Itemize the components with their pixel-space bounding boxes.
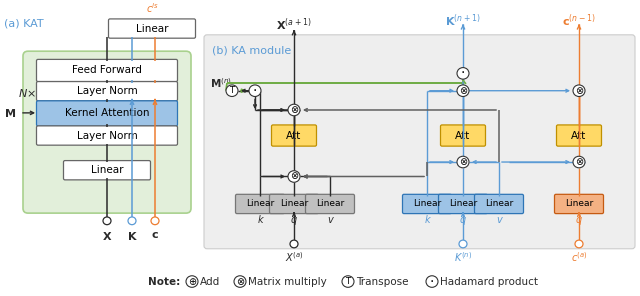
Text: Note:: Note:: [148, 276, 180, 287]
Text: $X^{(a)}$: $X^{(a)}$: [285, 250, 303, 263]
Circle shape: [459, 240, 467, 248]
Text: ⊗: ⊗: [290, 171, 298, 181]
Text: q: q: [291, 215, 297, 225]
Text: T: T: [346, 277, 351, 286]
Text: Linear: Linear: [413, 200, 441, 208]
FancyBboxPatch shape: [109, 19, 195, 38]
Circle shape: [573, 85, 585, 96]
FancyBboxPatch shape: [438, 194, 488, 214]
Text: Linear: Linear: [565, 200, 593, 208]
FancyBboxPatch shape: [36, 82, 177, 101]
Circle shape: [457, 67, 469, 79]
Text: $c^{(a)}$: $c^{(a)}$: [571, 250, 588, 263]
Text: Linear: Linear: [91, 165, 124, 175]
FancyBboxPatch shape: [236, 194, 285, 214]
Text: Att: Att: [286, 131, 301, 141]
Text: Linear: Linear: [485, 200, 513, 208]
Text: $\mathbf{X}^{(a+1)}$: $\mathbf{X}^{(a+1)}$: [276, 16, 312, 33]
Text: Linear: Linear: [280, 200, 308, 208]
Text: Layer Norm: Layer Norm: [77, 131, 138, 141]
Text: Linear: Linear: [449, 200, 477, 208]
Text: k: k: [257, 215, 263, 225]
Text: $c^{ls}$: $c^{ls}$: [147, 1, 159, 15]
Text: ·: ·: [461, 66, 465, 81]
FancyBboxPatch shape: [474, 194, 524, 214]
Text: k: k: [424, 215, 430, 225]
FancyBboxPatch shape: [63, 161, 150, 180]
Text: Linear: Linear: [136, 24, 168, 33]
Text: $N\!\times$: $N\!\times$: [18, 87, 36, 99]
Circle shape: [288, 104, 300, 116]
Text: ⊗: ⊗: [575, 157, 583, 167]
Text: T: T: [230, 86, 234, 95]
FancyBboxPatch shape: [554, 194, 604, 214]
Text: ·: ·: [430, 275, 434, 289]
Text: $K^{(n)}$: $K^{(n)}$: [454, 250, 472, 263]
Circle shape: [288, 171, 300, 182]
Text: $\mathbf{X}$: $\mathbf{X}$: [102, 231, 112, 242]
Circle shape: [226, 85, 238, 96]
Text: Att: Att: [456, 131, 470, 141]
Text: Layer Norm: Layer Norm: [77, 86, 138, 96]
Text: $\mathbf{c}$: $\mathbf{c}$: [151, 231, 159, 240]
FancyBboxPatch shape: [36, 59, 177, 82]
Text: Linear: Linear: [316, 200, 344, 208]
FancyBboxPatch shape: [36, 101, 177, 126]
Circle shape: [186, 276, 198, 287]
Text: ⊗: ⊗: [290, 105, 298, 115]
Circle shape: [249, 85, 261, 96]
Text: v: v: [496, 215, 502, 225]
FancyBboxPatch shape: [440, 125, 486, 146]
Text: ·: ·: [253, 84, 257, 98]
Text: $\mathbf{K}^{(n+1)}$: $\mathbf{K}^{(n+1)}$: [445, 12, 481, 29]
FancyBboxPatch shape: [23, 51, 191, 213]
Circle shape: [234, 276, 246, 287]
Text: Add: Add: [200, 276, 220, 287]
Circle shape: [128, 217, 136, 225]
Text: Att: Att: [572, 131, 587, 141]
Text: $\mathbf{M}^{(n)}$: $\mathbf{M}^{(n)}$: [210, 76, 232, 90]
Text: ⊗: ⊗: [236, 276, 244, 287]
Circle shape: [342, 276, 354, 287]
Circle shape: [573, 156, 585, 168]
Circle shape: [103, 217, 111, 225]
Circle shape: [426, 276, 438, 287]
Text: $\mathbf{M}$: $\mathbf{M}$: [4, 107, 16, 119]
Text: (a) KAT: (a) KAT: [4, 18, 44, 28]
Text: q: q: [460, 215, 466, 225]
Circle shape: [290, 240, 298, 248]
FancyBboxPatch shape: [269, 194, 319, 214]
Text: $\mathbf{K}$: $\mathbf{K}$: [127, 231, 138, 242]
Text: Kernel Attention: Kernel Attention: [65, 108, 149, 118]
Text: ⊕: ⊕: [188, 276, 196, 287]
Circle shape: [457, 85, 469, 96]
Circle shape: [457, 156, 469, 168]
FancyBboxPatch shape: [305, 194, 355, 214]
Text: v: v: [327, 215, 333, 225]
FancyBboxPatch shape: [271, 125, 317, 146]
Circle shape: [151, 217, 159, 225]
FancyBboxPatch shape: [557, 125, 602, 146]
FancyBboxPatch shape: [403, 194, 451, 214]
Text: Feed Forward: Feed Forward: [72, 65, 142, 75]
Text: Hadamard product: Hadamard product: [440, 276, 538, 287]
Text: Transpose: Transpose: [356, 276, 408, 287]
Text: (b) KA module: (b) KA module: [212, 45, 291, 55]
Text: Matrix multiply: Matrix multiply: [248, 276, 327, 287]
Text: ⊗: ⊗: [459, 157, 467, 167]
Circle shape: [575, 240, 583, 248]
Text: Linear: Linear: [246, 200, 274, 208]
Text: ⊗: ⊗: [459, 86, 467, 96]
Text: q: q: [576, 215, 582, 225]
FancyBboxPatch shape: [204, 35, 635, 249]
Text: ⊗: ⊗: [575, 86, 583, 96]
Text: $\mathbf{c}^{(n-1)}$: $\mathbf{c}^{(n-1)}$: [562, 12, 596, 29]
FancyBboxPatch shape: [36, 126, 177, 145]
